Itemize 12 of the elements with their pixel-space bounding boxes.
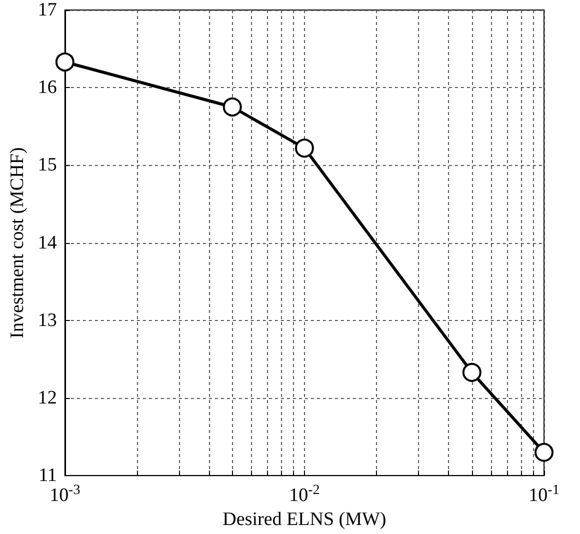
y-tick-label: 11 bbox=[38, 465, 57, 486]
point bbox=[534, 442, 554, 462]
point bbox=[294, 138, 314, 158]
y-tick-label: 15 bbox=[38, 154, 57, 176]
point bbox=[55, 52, 74, 72]
y-tick-label: 12 bbox=[38, 388, 57, 408]
x-axis-title: Desired ELNS (MW) bbox=[222, 509, 386, 530]
y-tick-label: 14 bbox=[38, 232, 58, 254]
y-tick-label: 16 bbox=[38, 77, 57, 98]
y-axis-title: Investment cost (MCHF) bbox=[7, 147, 28, 338]
y-tick-label: 13 bbox=[38, 310, 57, 331]
y-tick-label: 17 bbox=[38, 0, 57, 20]
